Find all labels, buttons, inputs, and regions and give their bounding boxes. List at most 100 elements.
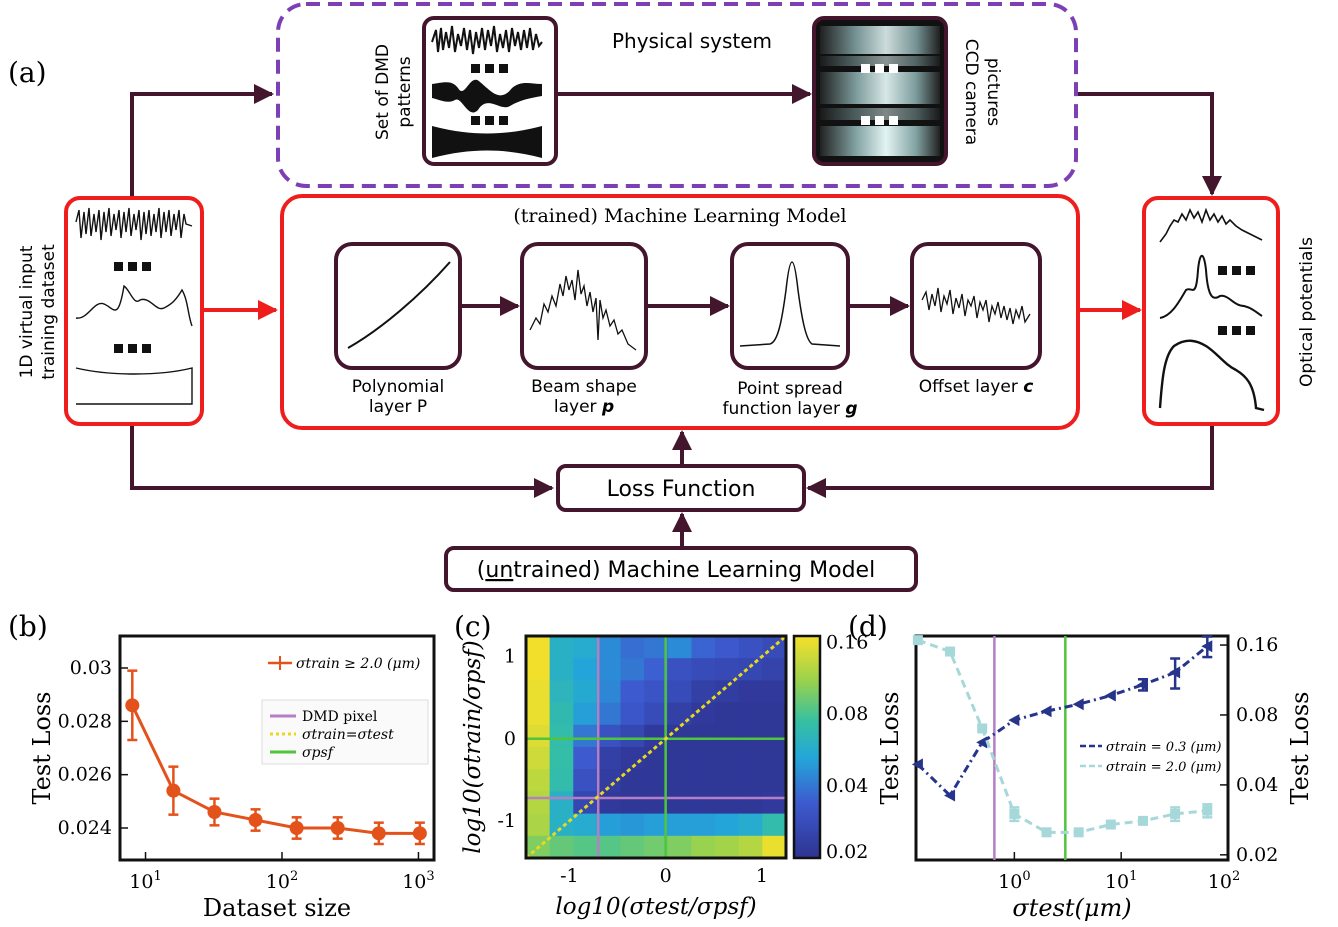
heatmap-cell <box>644 835 669 859</box>
beam-layer-label-line2: layer <box>554 397 597 417</box>
colorbar-tick-label-c: 0.04 <box>826 775 868 797</box>
heatmap-cell <box>596 747 622 770</box>
y-tick-label-c: -1 <box>497 810 516 832</box>
heatmap-cell <box>715 813 740 837</box>
heatmap-cell <box>738 813 763 837</box>
heatmap-cell <box>667 636 692 659</box>
heatmap-cell <box>644 769 669 792</box>
y-axis-label-c: log10(σtrain/σpsf) <box>460 640 486 853</box>
heatmap-cell <box>526 636 551 659</box>
heatmap-cell <box>526 747 551 770</box>
data-point-d-teal <box>945 646 956 657</box>
x-axis-label-b: Dataset size <box>203 894 351 922</box>
heatmap-cell <box>620 636 645 659</box>
colorbar-c <box>792 634 822 860</box>
heatmap-cell <box>691 813 716 837</box>
untrained-rest: trained) Machine Learning Model <box>513 558 875 583</box>
dmd-label-line2: patterns <box>395 56 415 127</box>
heatmap-cell <box>549 636 574 659</box>
legend-label-b-extra: σtrain=σtest <box>302 727 394 743</box>
series-line-d <box>916 645 1209 798</box>
heatmap-cell <box>549 658 574 681</box>
input-label-line1: 1D virtual input <box>17 245 37 378</box>
heatmap-cell <box>620 747 645 770</box>
poly-layer-label-line1: Polynomial <box>352 377 444 397</box>
heatmap-cell <box>620 702 645 726</box>
data-point-d-navy <box>1008 714 1020 727</box>
heatmap-cell <box>762 769 787 792</box>
heatmap-cell <box>738 724 763 748</box>
plot-frame-c <box>524 634 788 860</box>
data-point-d-teal <box>1009 808 1020 819</box>
data-point-d-navy <box>1072 698 1084 711</box>
offset-layer-symbol: c <box>1023 377 1033 397</box>
poly-layer-label-line2: layer P <box>369 397 427 417</box>
heatmap-cell <box>526 680 551 704</box>
heatmap-cell <box>667 702 692 726</box>
loss-function-label: Loss Function <box>607 477 756 502</box>
heatmap-cell <box>738 769 763 792</box>
heatmap-cell <box>573 724 598 748</box>
heatmap-cell <box>715 658 740 681</box>
heatmap-cell <box>644 724 669 748</box>
data-point-d-teal <box>1137 815 1148 826</box>
heatmap-cell <box>549 835 574 859</box>
physical-system-title: Physical system <box>612 29 772 53</box>
data-point-d-teal <box>1202 805 1213 816</box>
heatmap-cell <box>738 791 763 815</box>
heatmap-cell <box>596 813 622 837</box>
y-tick-label-c: 1 <box>504 646 516 668</box>
svg-text:layer p: layer p <box>554 397 614 417</box>
x-axis-label-d: σtest(μm) <box>1012 894 1131 922</box>
legend-label-b: σtrain ≥ 2.0 (μm) <box>296 656 420 672</box>
input-label-line2: training dataset <box>39 244 59 380</box>
panel-label-c: (c) <box>454 610 492 643</box>
y-axis-label-d-left: Test Loss <box>876 692 904 805</box>
heatmap-cell <box>738 747 763 770</box>
colorbar-tick-label-c: 0.02 <box>826 841 868 863</box>
diagonal-c <box>525 634 787 860</box>
heatmap-cell <box>738 835 763 859</box>
heatmap-cell <box>715 702 740 726</box>
heatmap-cell <box>762 791 787 815</box>
heatmap-cell <box>762 747 787 770</box>
data-point-d-navy <box>976 736 988 749</box>
offset-layer-label: Offset layer <box>919 377 1018 397</box>
legend-label-d-navy: σtrain = 0.3 (μm) <box>1106 740 1221 755</box>
heatmap-cell <box>549 791 574 815</box>
heatmap-cell <box>715 747 740 770</box>
arrow-input-to-physical <box>130 84 274 196</box>
data-point-d-navy <box>1040 705 1052 718</box>
y-tick-label-c: 0 <box>504 728 516 750</box>
heatmap-cell <box>667 813 692 837</box>
dmd-smooth-pattern <box>432 79 542 113</box>
heatmap-cell <box>738 636 763 659</box>
y-axis-label-b: Test Loss <box>28 692 56 805</box>
beam-layer-symbol: p <box>601 397 614 417</box>
heatmap-cell <box>620 769 645 792</box>
heatmap-cell <box>549 702 574 726</box>
x-tick-label-c: 1 <box>756 865 768 887</box>
heatmap-cell <box>596 791 622 815</box>
heatmap-cell <box>549 724 574 748</box>
x-tick-label-b: 103 <box>402 869 434 893</box>
heatmap-cell <box>691 747 716 770</box>
psf-layer-label-line1: Point spread <box>737 379 843 399</box>
beam-shape-layer-icon <box>520 242 648 370</box>
input-dataset-box <box>64 196 204 426</box>
chart-c: -1-10011log10(σtest/σpsf)log10(σtrain/σp… <box>460 631 868 920</box>
data-point-d-navy <box>911 758 923 771</box>
heatmap-cell <box>596 724 622 748</box>
heatmap-cell <box>667 835 692 859</box>
heatmap-cell <box>526 791 551 815</box>
heatmap-cell <box>573 813 598 837</box>
heatmap-cell <box>644 813 669 837</box>
x-tick-label-d: 101 <box>1105 869 1137 893</box>
heatmap-cell <box>715 835 740 859</box>
heatmap-cell <box>762 724 787 748</box>
heatmap-cell <box>715 680 740 704</box>
heatmap-cell <box>596 835 622 859</box>
y-tick-label-d: 0.02 <box>1236 844 1278 866</box>
ccd-label-line1: CCD camera <box>961 39 981 145</box>
data-point-b <box>125 698 140 713</box>
